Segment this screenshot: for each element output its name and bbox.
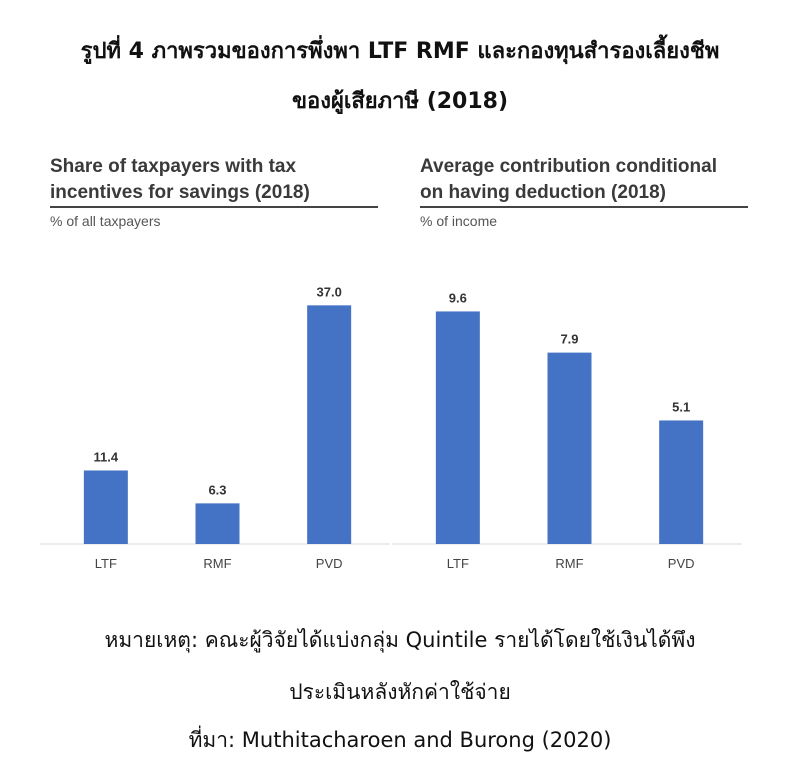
- data-label-pvd: 5.1: [672, 399, 690, 414]
- chart-panel-right: Average contribution conditional on havi…: [392, 150, 765, 590]
- figure-title-line2: ของผู้เสียภาษี (2018): [291, 89, 509, 114]
- data-label-ltf: 11.4: [94, 449, 119, 464]
- category-label-ltf: LTF: [95, 556, 117, 571]
- chart-title-line2: incentives for savings (2018): [50, 182, 310, 203]
- source-note: ที่มา: Muthitacharoen and Burong (2020): [188, 728, 612, 752]
- chart-subtitle: % of all taxpayers: [50, 213, 161, 229]
- category-label-ltf: LTF: [447, 556, 469, 571]
- category-label-rmf: RMF: [203, 556, 231, 571]
- footnote-line1: หมายเหตุ: คณะผู้วิจัยได้แบ่งกลุ่ม Quinti…: [104, 628, 696, 652]
- category-label-pvd: PVD: [668, 556, 695, 571]
- bar-ltf: [83, 470, 128, 544]
- data-label-rmf: 7.9: [560, 332, 578, 347]
- bar-chart-left: 11.4 LTF 6.3 RMF 37.0 PVD: [40, 284, 390, 571]
- data-label-rmf: 6.3: [208, 482, 226, 497]
- figure-title-line1: รูปที่ 4 ภาพรวมของการพึ่งพา LTF RMF และก…: [80, 39, 720, 64]
- chart-title-line1: Average contribution conditional: [420, 156, 717, 177]
- category-label-pvd: PVD: [316, 556, 343, 571]
- chart-title: Average contribution conditional on havi…: [420, 154, 760, 206]
- data-label-ltf: 9.6: [449, 290, 467, 305]
- data-label-pvd: 37.0: [317, 284, 342, 299]
- chart-title-line2: on having deduction (2018): [420, 182, 666, 203]
- footnote-line2: ประเมินหลังหักค่าใช้จ่าย: [289, 680, 511, 704]
- chart-title-line1: Share of taxpayers with tax: [50, 156, 297, 177]
- chart-subtitle: % of income: [420, 213, 498, 229]
- bar-rmf: [547, 352, 592, 544]
- bar-pvd: [307, 305, 352, 544]
- chart-title-underline: [420, 206, 748, 208]
- bar-chart-right: 9.6 LTF 7.9 RMF 5.1 PVD: [392, 290, 742, 571]
- chart-panel-left: Share of taxpayers with tax incentives f…: [40, 150, 395, 590]
- bar-pvd: [659, 420, 704, 544]
- chart-title: Share of taxpayers with tax incentives f…: [50, 154, 390, 206]
- chart-title-underline: [50, 206, 378, 208]
- bar-rmf: [195, 503, 240, 544]
- category-label-rmf: RMF: [555, 556, 583, 571]
- bar-ltf: [435, 311, 480, 544]
